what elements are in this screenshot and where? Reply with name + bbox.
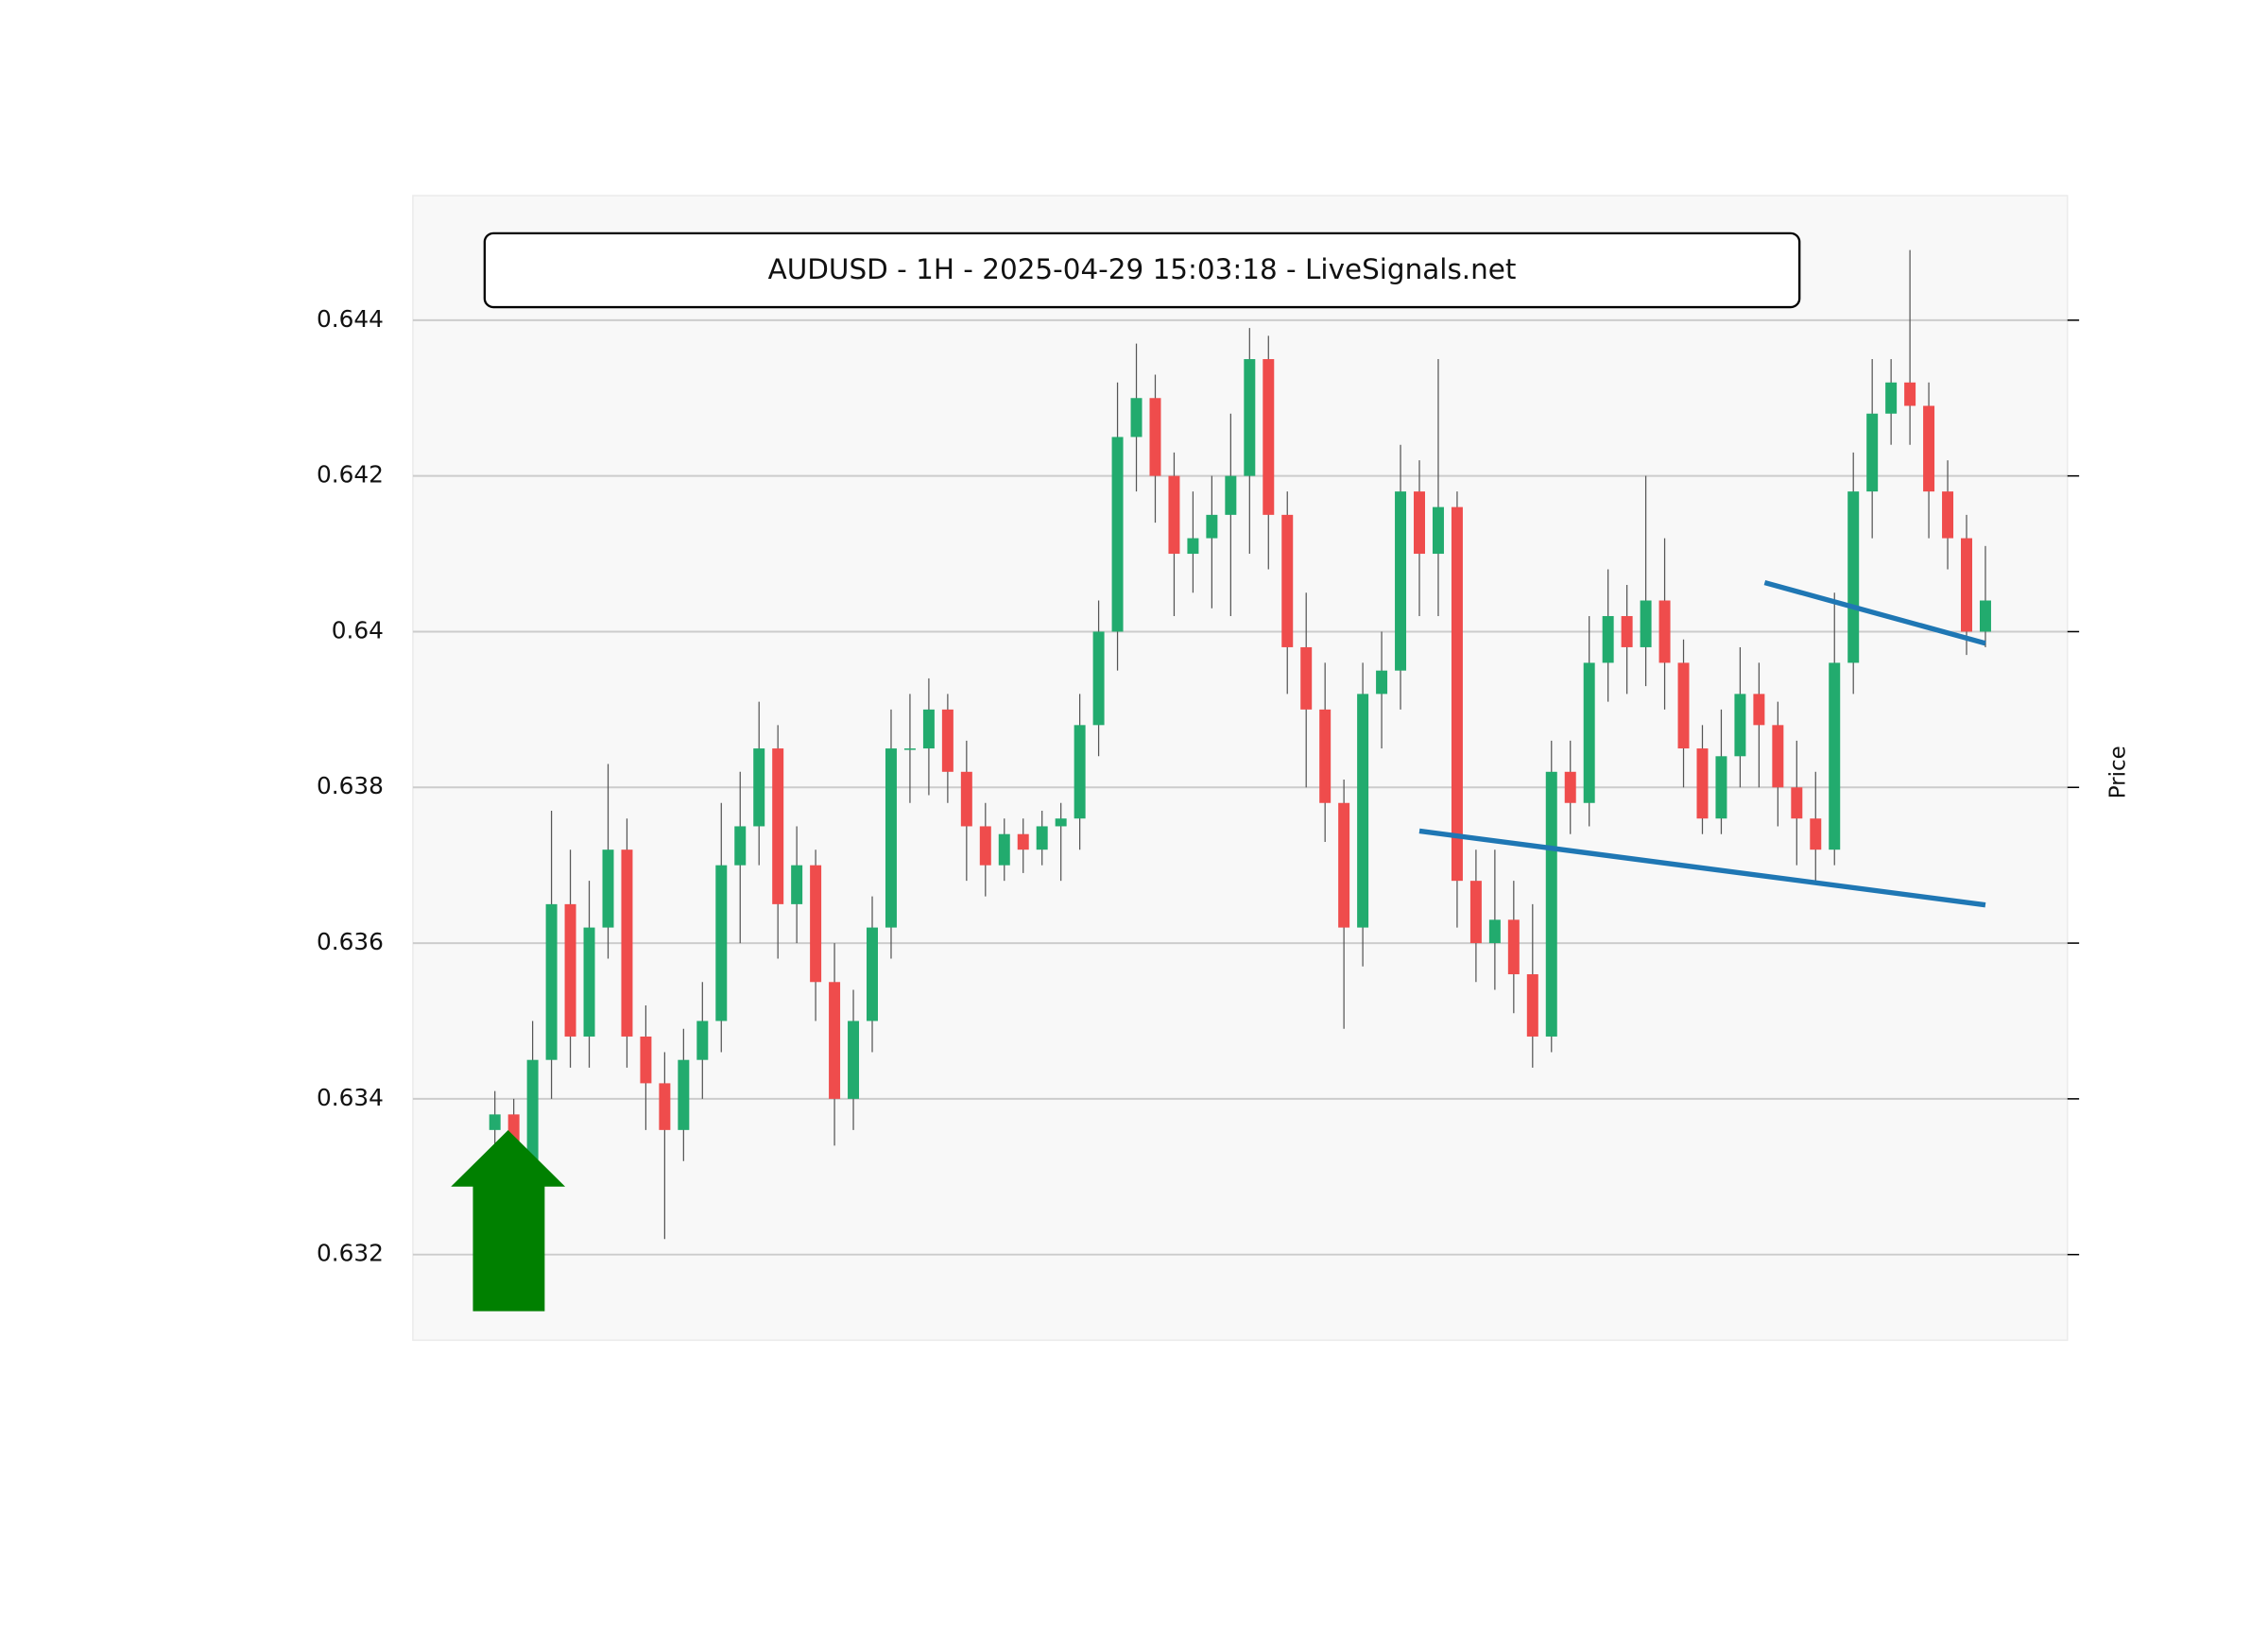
candle-body: [640, 1036, 652, 1084]
candle-body: [602, 849, 614, 928]
y-tick-label: 0.638: [317, 772, 384, 799]
candle-body: [1036, 826, 1048, 850]
y-axis-label: Price: [2105, 746, 2130, 798]
candle-body: [1300, 646, 1313, 710]
candles: [489, 249, 1991, 1240]
plot-area: [412, 195, 2069, 1342]
candle-body: [1111, 437, 1124, 632]
candle-body: [1715, 756, 1727, 819]
buy-signal-arrow: [451, 1130, 566, 1312]
y-tick-label: 0.636: [317, 928, 384, 955]
candle-body: [489, 1114, 501, 1130]
candle-body: [1055, 818, 1067, 827]
candle-body: [545, 903, 558, 1060]
candle-body: [564, 903, 576, 1037]
candle-body: [1866, 413, 1879, 492]
candle-body: [1281, 514, 1294, 647]
candle-body: [1469, 881, 1482, 944]
y-tick-label: 0.644: [317, 305, 384, 333]
candle-body: [1130, 398, 1143, 438]
y-tick-label: 0.642: [317, 461, 384, 489]
candle-body: [1602, 615, 1614, 663]
candle-body: [1319, 709, 1332, 803]
candle-body: [621, 849, 633, 1037]
candle-body: [1583, 662, 1595, 803]
candle-body: [885, 748, 897, 928]
candle-body: [1432, 506, 1444, 555]
candle-body: [867, 927, 878, 1021]
candle-body: [1979, 600, 1991, 632]
candle-body: [715, 865, 728, 1021]
candle-body: [1904, 382, 1916, 406]
candle-body: [1564, 771, 1576, 803]
candle-body: [810, 865, 822, 983]
candle-body: [1451, 506, 1463, 882]
candle-body: [1187, 538, 1199, 555]
chart-title: AUDUSD - 1H - 2025-04-29 15:03:18 - Live…: [768, 253, 1517, 285]
candle-body: [1488, 919, 1501, 944]
candle-body: [583, 927, 595, 1037]
candle-body: [979, 826, 991, 866]
candle-body: [1074, 725, 1086, 819]
candle-body: [960, 771, 972, 827]
candle-body: [848, 1021, 860, 1099]
candle-body: [1395, 491, 1407, 671]
candle-body: [1225, 475, 1237, 515]
y-tick-label: 0.632: [317, 1240, 384, 1267]
candle-body: [659, 1083, 671, 1130]
candle-body: [696, 1021, 709, 1060]
candle-body: [1791, 787, 1803, 819]
candle-body: [1829, 662, 1841, 850]
candle-body: [998, 833, 1010, 866]
candle-body: [1149, 398, 1161, 476]
candle-body: [1357, 694, 1369, 928]
y-tick-label: 0.634: [317, 1084, 384, 1111]
candle-body: [941, 709, 954, 772]
candle-body: [1263, 359, 1275, 515]
candle-body: [1640, 600, 1652, 647]
candle-body: [1885, 382, 1898, 414]
candle-body: [1545, 771, 1557, 1037]
candle-body: [1810, 818, 1822, 850]
candle-body: [1168, 475, 1180, 555]
candle-body: [678, 1059, 690, 1130]
candle-body: [1621, 615, 1633, 647]
candle-body: [1092, 631, 1105, 726]
candle-body: [1376, 670, 1388, 695]
candle-body: [1658, 600, 1671, 663]
candle-body: [1414, 491, 1425, 555]
trend-line: [1763, 579, 1986, 646]
candle-body: [734, 826, 747, 866]
candle-body: [753, 748, 765, 827]
candle-body: [829, 982, 841, 1099]
candle-body: [1753, 694, 1765, 726]
candle-body: [1338, 802, 1350, 928]
candle-body: [903, 748, 916, 750]
candle-body: [1696, 748, 1709, 819]
candle-body: [526, 1059, 539, 1161]
candle-body: [922, 709, 935, 749]
candle-body: [1526, 974, 1538, 1037]
candle-body: [1244, 359, 1256, 476]
candle-body: [1923, 405, 1935, 492]
candle-body: [1847, 491, 1860, 663]
candle-body: [791, 865, 803, 904]
candle-body: [772, 748, 784, 904]
candle-body: [1772, 725, 1784, 788]
candle-body: [1961, 538, 1972, 632]
title-box: [483, 232, 1801, 309]
candle-body: [1734, 694, 1746, 757]
candle-body: [1206, 514, 1218, 539]
candle-body: [1507, 919, 1520, 975]
candle-body: [1942, 491, 1954, 539]
candle-body: [1677, 662, 1690, 749]
trend-line: [1418, 828, 1986, 908]
candle-body: [1017, 833, 1029, 850]
y-tick-label: 0.64: [332, 617, 384, 644]
